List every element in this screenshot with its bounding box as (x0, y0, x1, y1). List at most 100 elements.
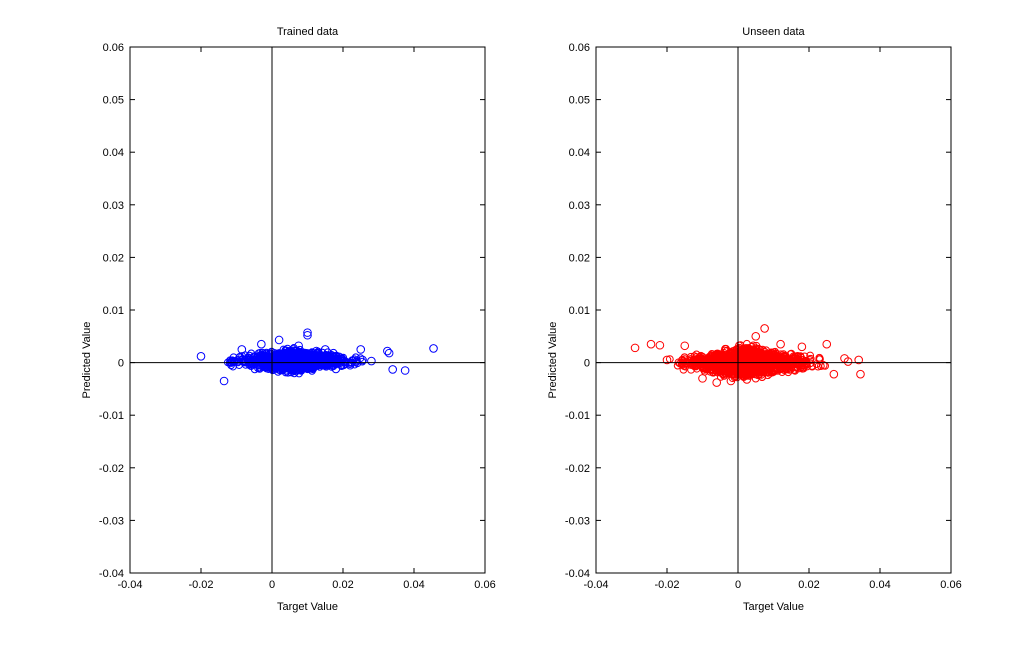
chart-title: Trained data (277, 26, 339, 38)
data-point (388, 365, 398, 374)
data-point (239, 357, 247, 366)
data-point (856, 369, 865, 379)
data-point (786, 365, 795, 374)
data-point (691, 362, 700, 371)
data-point (705, 360, 713, 368)
y-tick-label: 0.03 (103, 200, 124, 212)
data-point (300, 349, 309, 358)
data-point (712, 350, 721, 359)
trained-data-panel: -0.04 -0.02 0 0.02 0.04 0.06 -0.04 -0.03 -0.02 -0… (81, 26, 496, 613)
data-point (762, 350, 771, 358)
x-tick-label: 0 (269, 579, 275, 591)
data-point (818, 360, 828, 370)
data-point (646, 339, 656, 349)
data-point (680, 341, 690, 351)
x-tick-label: 0.06 (474, 579, 495, 591)
data-point (790, 356, 799, 365)
y-tick-label: 0.02 (569, 252, 590, 264)
x-tick-label: 0.06 (940, 579, 961, 591)
data-point (808, 362, 817, 371)
x-axis-label: Target Value (277, 601, 338, 613)
data-point (276, 354, 285, 363)
x-tick-label: 0 (735, 579, 741, 591)
y-tick-label: 0.01 (103, 305, 124, 317)
data-point (793, 363, 802, 372)
data-point (383, 346, 392, 356)
data-point (698, 374, 707, 383)
unseen-data-panel: -0.04 -0.02 0 0.02 0.04 0.06 -0.04 -0.03 -0.02 -0… (547, 26, 962, 613)
data-point (298, 354, 306, 363)
data-point (273, 359, 281, 368)
data-point (680, 353, 689, 362)
data-point (712, 378, 722, 387)
y-tick-label: -0.03 (99, 515, 124, 527)
x-tick-label: 0.04 (869, 579, 890, 591)
data-point (752, 365, 760, 373)
data-point (331, 364, 341, 374)
y-tick-label: -0.04 (565, 568, 590, 580)
data-point (716, 364, 725, 373)
data-point (822, 339, 832, 349)
data-point (367, 356, 376, 366)
data-point (266, 363, 275, 372)
data-point (797, 342, 807, 352)
data-point (778, 368, 786, 376)
data-point (281, 346, 290, 355)
data-point (776, 339, 785, 349)
data-point (747, 347, 756, 356)
data-point (314, 352, 322, 361)
data-point (196, 351, 206, 361)
data-point (749, 362, 758, 371)
data-point (675, 359, 684, 368)
data-point (721, 344, 729, 353)
data-point (303, 328, 312, 337)
data-point (854, 355, 864, 365)
y-tick-label: 0.03 (569, 200, 590, 212)
x-tick-label: -0.04 (583, 579, 608, 591)
data-point (780, 351, 789, 360)
y-tick-label: 0.06 (103, 42, 124, 54)
data-point (358, 355, 367, 365)
data-point (770, 367, 779, 376)
y-tick-label: -0.02 (99, 463, 124, 475)
x-tick-label: 0.02 (332, 579, 353, 591)
data-point (735, 341, 743, 350)
data-point (743, 347, 751, 356)
data-point (662, 355, 672, 365)
data-point (742, 375, 752, 384)
data-point (767, 356, 776, 365)
data-point (703, 363, 712, 372)
data-point (679, 365, 688, 374)
data-point (630, 343, 640, 353)
y-axis-label: Predicted Value (547, 322, 559, 399)
data-point (734, 363, 743, 372)
data-point (829, 369, 839, 379)
data-point (772, 354, 781, 363)
data-point (751, 332, 761, 341)
data-point (317, 359, 325, 368)
y-tick-label: -0.04 (99, 568, 124, 580)
data-point (303, 330, 312, 340)
data-point (283, 344, 292, 353)
y-tick-label: -0.01 (565, 410, 590, 422)
plot-frame (595, 46, 952, 574)
x-tick-label: 0.02 (798, 579, 819, 591)
data-point (738, 362, 746, 371)
data-point (780, 354, 789, 363)
data-point (722, 367, 731, 376)
data-point (312, 346, 321, 356)
data-point (755, 356, 764, 365)
data-point (806, 351, 815, 360)
x-tick-label: 0.04 (403, 579, 424, 591)
data-point (328, 351, 337, 360)
x-tick-label: -0.02 (188, 579, 213, 591)
data-point (327, 353, 336, 362)
data-point (296, 363, 305, 372)
y-tick-label: 0 (584, 358, 590, 370)
data-point (731, 357, 740, 365)
data-point (320, 345, 330, 354)
data-point (384, 348, 394, 358)
data-point (318, 360, 326, 369)
data-point (353, 356, 361, 365)
y-tick-label: 0.02 (103, 252, 124, 264)
